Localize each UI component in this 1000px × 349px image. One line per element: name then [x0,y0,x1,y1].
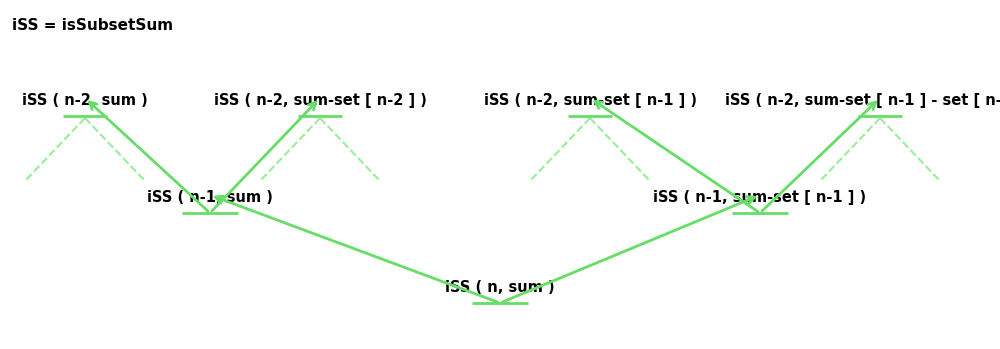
Text: iSS = isSubsetSum: iSS = isSubsetSum [12,18,173,33]
Text: iSS ( n-2, sum-set [ n-2 ] ): iSS ( n-2, sum-set [ n-2 ] ) [214,93,426,108]
Text: iSS ( n-1, sum ): iSS ( n-1, sum ) [147,190,273,205]
Text: iSS ( n-2, sum-set [ n-1 ] - set [ n-2 ] ): iSS ( n-2, sum-set [ n-1 ] - set [ n-2 ]… [725,93,1000,108]
Text: iSS ( n, sum ): iSS ( n, sum ) [445,280,555,295]
Text: iSS ( n-1, sum-set [ n-1 ] ): iSS ( n-1, sum-set [ n-1 ] ) [653,190,867,205]
Text: iSS ( n-2, sum-set [ n-1 ] ): iSS ( n-2, sum-set [ n-1 ] ) [484,93,696,108]
Text: iSS ( n-2, sum ): iSS ( n-2, sum ) [22,93,148,108]
